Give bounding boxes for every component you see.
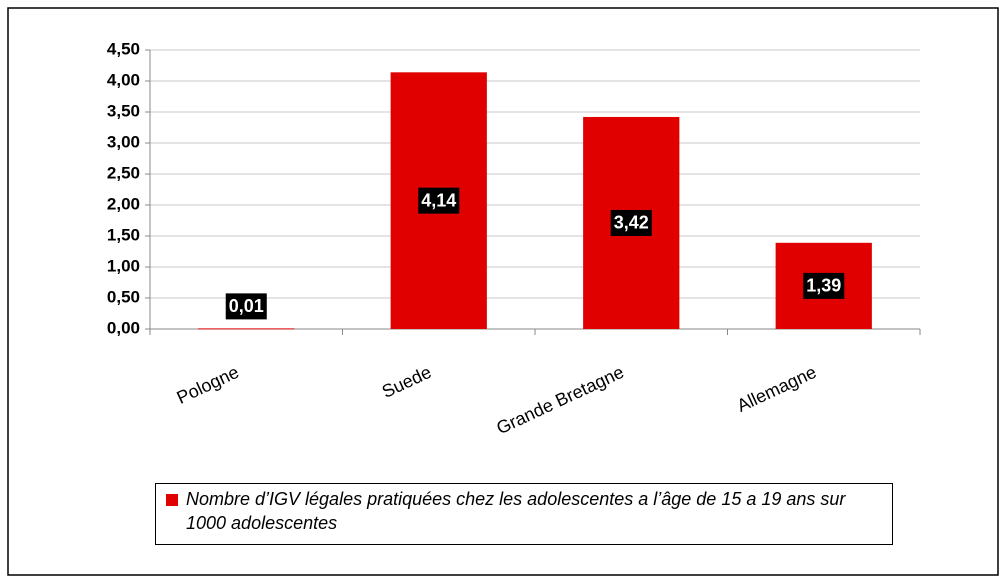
legend: Nombre d’IGV légales pratiquées chez les… [155, 483, 893, 545]
value-label-box [225, 293, 267, 320]
legend-label: Nombre d’IGV légales pratiquées chez les… [186, 489, 846, 533]
value-label: 0,01 [229, 296, 264, 316]
y-tick-label: 4,50 [107, 39, 140, 58]
y-tick-label: 3,50 [107, 101, 140, 120]
y-tick-label: 4,00 [107, 70, 140, 89]
value-label: 3,42 [614, 213, 649, 233]
value-label-box [610, 209, 652, 236]
value-label-group: 3,42 [610, 209, 652, 236]
value-label-group: 1,39 [803, 272, 845, 299]
y-tick-label: 3,00 [107, 132, 140, 151]
y-tick-label: 0,50 [107, 287, 140, 306]
value-label: 1,39 [806, 276, 841, 296]
y-tick-label: 2,00 [107, 194, 140, 213]
y-tick-label: 1,00 [107, 256, 140, 275]
y-tick-label: 0,00 [107, 318, 140, 337]
value-label: 4,14 [421, 190, 456, 210]
value-label-box [803, 272, 845, 299]
value-label-group: 0,01 [225, 293, 267, 320]
value-label-box [418, 187, 460, 214]
legend-swatch [166, 494, 178, 506]
bar [198, 328, 295, 330]
y-tick-label: 1,50 [107, 225, 140, 244]
y-tick-label: 2,50 [107, 163, 140, 182]
value-label-group: 4,14 [418, 187, 460, 214]
